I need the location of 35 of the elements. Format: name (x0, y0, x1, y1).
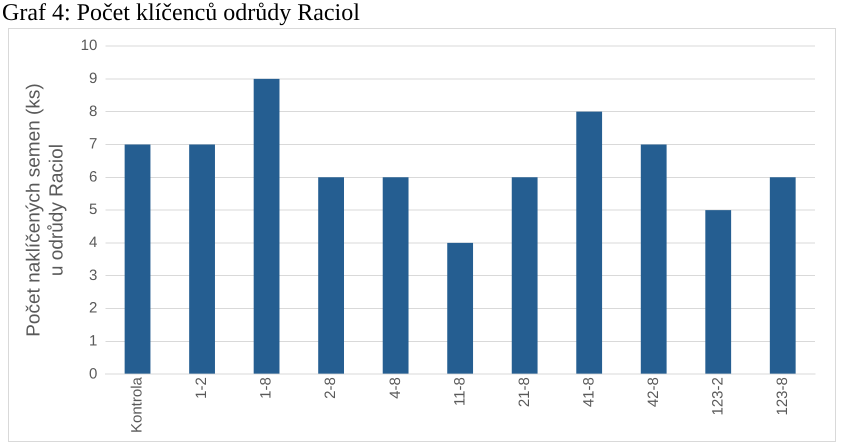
x-tick-label: 123-2 (709, 377, 726, 416)
bar (576, 112, 602, 374)
y-tick-label: 0 (88, 365, 98, 382)
bar (382, 177, 409, 374)
y-tick-label: 10 (80, 37, 98, 54)
x-tick-label: 1-2 (193, 377, 210, 399)
bar (254, 78, 280, 374)
bar (189, 144, 215, 374)
y-tick-label: 5 (88, 201, 98, 218)
y-tick-label: 3 (88, 266, 98, 284)
y-tick-label: 6 (88, 168, 98, 186)
x-tick-label: 11-8 (451, 377, 468, 406)
y-tick-label: 2 (88, 300, 98, 317)
y-tick-label: 8 (88, 102, 98, 120)
x-tick-label: Kontrola (128, 376, 146, 434)
y-tick-label: 4 (88, 234, 98, 252)
bar (512, 177, 538, 374)
x-tick-label: 4-8 (386, 377, 404, 399)
x-tick-label: 42-8 (644, 377, 662, 408)
x-tick-label: 21-8 (516, 377, 533, 408)
bar (770, 177, 796, 374)
y-tick-label: 1 (88, 332, 98, 350)
chart-title: Graf 4: Počet klíčenců odrůdy Raciol (2, 0, 361, 26)
bar (124, 144, 150, 374)
x-tick-label: 41-8 (580, 377, 598, 408)
y-tick-label: 9 (88, 70, 98, 87)
x-tick-label: 123-8 (774, 377, 791, 416)
y-axis-title: Počet naklíčených semen (ks) u odrůdy Raciol (24, 83, 68, 337)
bar (640, 144, 667, 374)
bar (318, 177, 344, 374)
x-tick-label: 2-8 (322, 377, 340, 399)
y-tick-label: 7 (88, 136, 98, 153)
bar (447, 242, 474, 374)
x-tick-label: 1-8 (258, 377, 275, 399)
bar (705, 210, 732, 374)
